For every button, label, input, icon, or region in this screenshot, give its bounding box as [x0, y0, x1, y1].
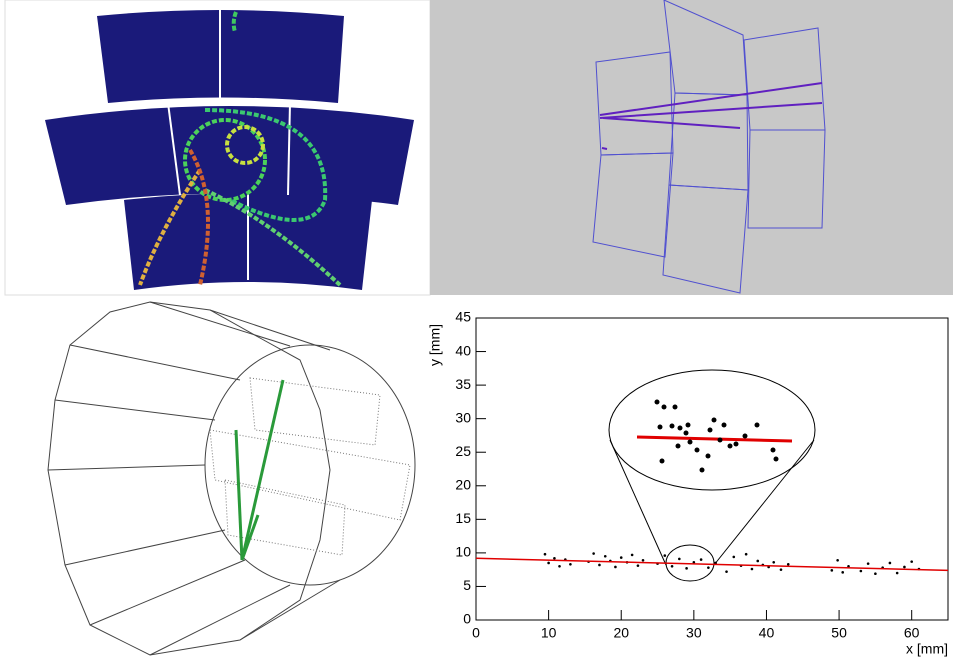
- point: [700, 558, 703, 561]
- x-tick-label: 20: [613, 625, 629, 641]
- x-tick-label: 60: [904, 625, 920, 641]
- point: [867, 562, 870, 565]
- point: [772, 561, 775, 564]
- point: [569, 563, 572, 566]
- cylinder-panel: [48, 302, 415, 655]
- x-tick-label: 40: [759, 625, 775, 641]
- point: [751, 568, 754, 571]
- y-tick-label: 35: [455, 376, 471, 392]
- y-tick-label: 10: [455, 544, 471, 560]
- x-tick-label: 30: [686, 625, 702, 641]
- hit-map-panel: [5, 0, 430, 295]
- tracks: [236, 380, 283, 560]
- point: [841, 571, 844, 574]
- point: [637, 564, 640, 567]
- point: [553, 557, 556, 560]
- sector-view-panel: [430, 0, 953, 295]
- point: [678, 558, 681, 561]
- point: [544, 553, 547, 556]
- point: [620, 556, 623, 559]
- x-tick-label: 0: [472, 625, 480, 641]
- point: [756, 560, 759, 563]
- point: [642, 559, 645, 562]
- point: [592, 552, 595, 555]
- panel-bg: [430, 0, 953, 295]
- point: [732, 556, 735, 559]
- y-tick-label: 5: [463, 577, 471, 593]
- point: [896, 572, 899, 575]
- point: [604, 555, 607, 558]
- point: [903, 566, 906, 569]
- x-axis-label: x [mm]: [906, 641, 948, 657]
- x-tick-label: 10: [541, 625, 557, 641]
- y-tick-label: 15: [455, 510, 471, 526]
- point: [725, 570, 728, 573]
- point: [614, 566, 617, 569]
- point: [558, 565, 561, 568]
- point: [787, 563, 790, 566]
- y-tick-label: 0: [463, 611, 471, 627]
- point: [671, 565, 674, 568]
- point: [745, 553, 748, 556]
- y-tick-label: 45: [455, 309, 471, 325]
- y-tick-label: 30: [455, 409, 471, 425]
- figure: y [mm] x [mm] 0 5 10 15 20 25 30 35 40 45 0 10 20 30 4…: [0, 0, 953, 668]
- point: [707, 566, 710, 569]
- point: [631, 554, 634, 557]
- point: [598, 564, 601, 567]
- y-tick-label: 25: [455, 443, 471, 459]
- point: [780, 568, 783, 571]
- panel-bg: [430, 298, 953, 668]
- point: [874, 572, 877, 575]
- point: [836, 559, 839, 562]
- x-tick-label: 50: [831, 625, 847, 641]
- y-tick-label: 20: [455, 476, 471, 492]
- y-tick-label: 40: [455, 342, 471, 358]
- point: [889, 562, 892, 565]
- point: [860, 570, 863, 573]
- point: [547, 562, 550, 565]
- point: [910, 560, 913, 563]
- point: [685, 567, 688, 570]
- y-axis-label: y [mm]: [427, 324, 443, 366]
- point: [664, 554, 667, 557]
- point: [831, 569, 834, 572]
